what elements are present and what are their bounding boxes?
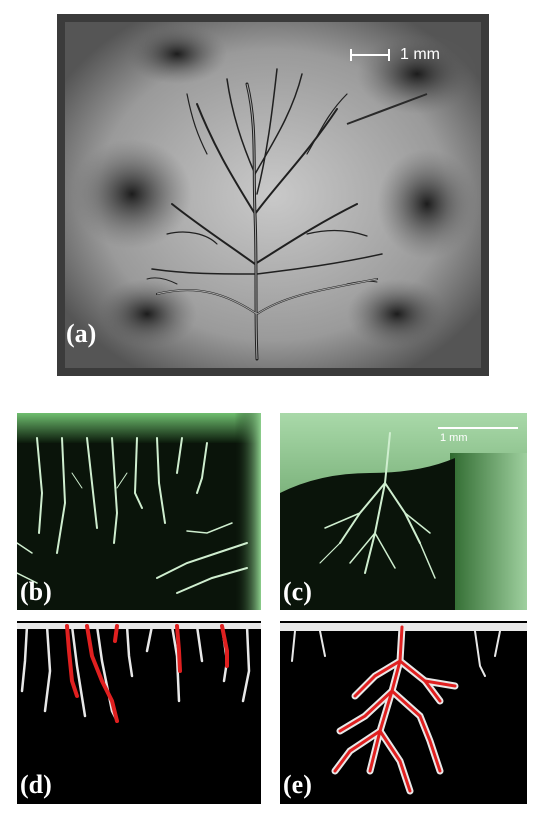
panel-a-image	[57, 14, 489, 376]
panel-d-highlight	[65, 624, 229, 723]
panel-a-scale-label: 1 mm	[400, 46, 440, 63]
panel-c-scale-label: 1 mm	[440, 432, 468, 444]
panel-e-highlight	[333, 625, 457, 793]
panel-e-svg	[280, 621, 527, 804]
panel-c-svg	[280, 413, 527, 610]
panel-a-scale-bar	[350, 49, 390, 61]
panel-d-image: (d)	[17, 621, 261, 804]
panel-a-label: (a)	[66, 319, 97, 348]
panel-b-svg	[17, 413, 261, 610]
panel-c-image: 1 mm (c)	[280, 413, 527, 610]
panel-c-branches	[319, 432, 436, 579]
panel-b-image: (b)	[17, 413, 261, 610]
panel-a-photo: 1 mm (a)	[57, 14, 489, 376]
panel-c-label: (c)	[283, 577, 312, 606]
panel-e-label: (e)	[283, 770, 312, 799]
panel-d-svg	[17, 621, 261, 804]
panel-d-label: (d)	[20, 770, 52, 799]
panel-e-image: (e)	[280, 621, 527, 804]
panel-b-branches	[17, 437, 248, 594]
panel-b-label: (b)	[20, 577, 52, 606]
